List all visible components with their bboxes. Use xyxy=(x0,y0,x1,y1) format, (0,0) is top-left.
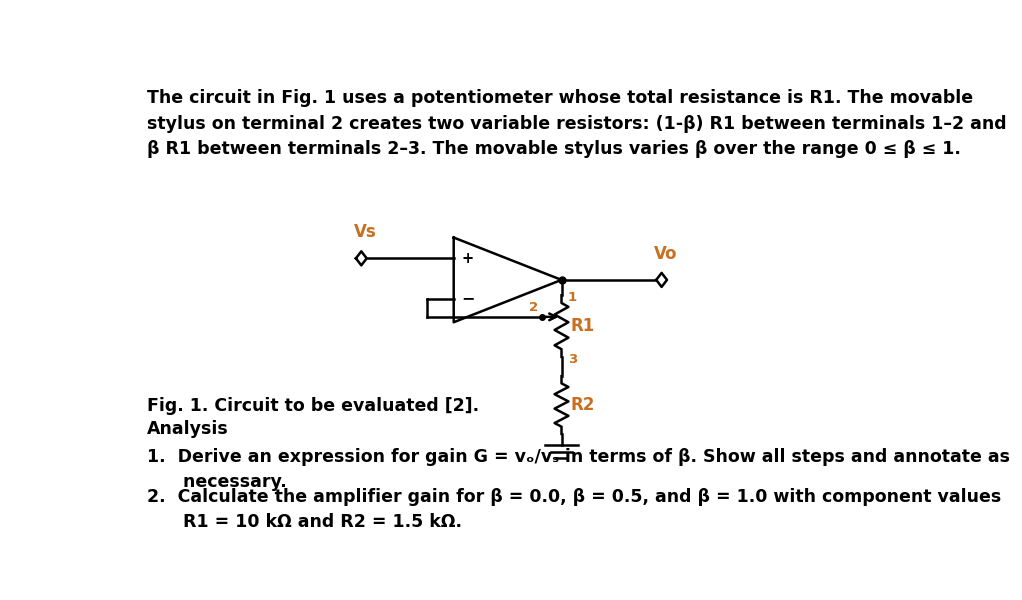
Text: Vo: Vo xyxy=(654,245,678,263)
Text: R1: R1 xyxy=(570,317,595,335)
Text: Fig. 1. Circuit to be evaluated [2].: Fig. 1. Circuit to be evaluated [2]. xyxy=(147,397,479,415)
Text: 2.  Calculate the amplifier gain for β = 0.0, β = 0.5, and β = 1.0 with componen: 2. Calculate the amplifier gain for β = … xyxy=(147,488,1002,531)
Text: −: − xyxy=(461,292,475,307)
Text: 1.  Derive an expression for gain G = vₒ/vₛ in terms of β. Show all steps and an: 1. Derive an expression for gain G = vₒ/… xyxy=(147,448,1010,491)
Text: The circuit in Fig. 1 uses a potentiometer whose total resistance is R1. The mov: The circuit in Fig. 1 uses a potentiomet… xyxy=(147,89,1007,158)
Text: 1: 1 xyxy=(567,292,576,304)
Text: R2: R2 xyxy=(570,396,595,414)
Text: +: + xyxy=(461,251,473,266)
Text: Analysis: Analysis xyxy=(147,420,229,438)
Text: 3: 3 xyxy=(567,353,576,366)
Text: Vs: Vs xyxy=(354,223,376,241)
Text: 2: 2 xyxy=(529,301,539,314)
